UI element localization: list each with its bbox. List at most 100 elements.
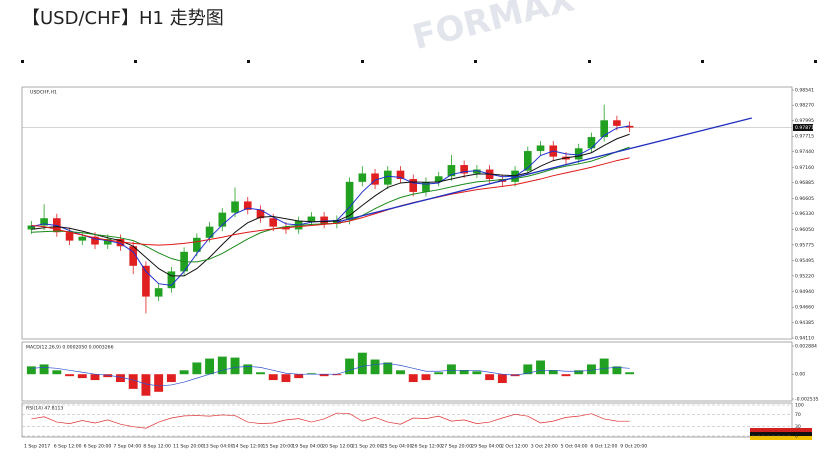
x-tick-label: 14 Sep 12:00 xyxy=(233,444,264,450)
candle-body xyxy=(91,236,99,245)
macd-bar xyxy=(599,358,609,375)
y-tick-label: 0.96330 xyxy=(795,211,814,217)
rsi-tick-label: 0 xyxy=(795,434,798,440)
candle-body xyxy=(243,201,252,210)
macd-bar xyxy=(357,352,367,375)
macd-bar xyxy=(256,372,265,375)
macd-bar xyxy=(497,374,507,384)
x-tick-label: 19 Sep 04:00 xyxy=(292,444,323,450)
candle-body xyxy=(523,151,532,171)
candle-body xyxy=(447,165,456,177)
candle-body xyxy=(473,169,481,174)
current-price-label: 0.97871 xyxy=(795,125,814,131)
candle-body xyxy=(307,216,316,222)
macd-bar xyxy=(39,364,49,375)
y-tick-label: 0.94940 xyxy=(795,289,814,295)
y-tick-label: 0.96050 xyxy=(795,227,814,233)
moving-average xyxy=(31,125,630,286)
macd-bar xyxy=(345,358,355,375)
candle-body xyxy=(65,232,74,241)
x-tick-label: 7 Sep 04:00 xyxy=(113,444,141,450)
trendline xyxy=(336,117,752,223)
candle-body xyxy=(383,170,392,185)
y-tick-label: 0.97995 xyxy=(795,118,814,124)
y-tick-label: 0.98270 xyxy=(795,103,814,109)
macd-bar xyxy=(230,357,240,375)
macd-bar xyxy=(166,374,176,383)
candle-body xyxy=(320,216,328,224)
candle-body xyxy=(434,176,443,182)
x-tick-label: 26 Sep 12:00 xyxy=(412,444,443,450)
macd-bar xyxy=(281,374,291,383)
macd-bar xyxy=(332,374,342,376)
rsi-frame xyxy=(21,402,793,438)
macd-bar xyxy=(536,360,545,375)
candle-body xyxy=(396,170,405,180)
macd-bar xyxy=(268,374,278,381)
candle-body xyxy=(587,137,596,149)
macd-bar xyxy=(77,374,87,379)
macd-bar xyxy=(459,370,469,375)
page-title: 【USD/CHF】H1 走势图 xyxy=(22,8,224,29)
rsi-label: RSI(14) 47.8113 xyxy=(26,406,63,412)
macd-bar xyxy=(294,374,304,379)
candle-body xyxy=(27,225,36,230)
x-tick-label: 29 Sep 04:00 xyxy=(471,444,502,450)
macd-bar xyxy=(446,364,456,375)
candle-body xyxy=(409,179,418,192)
moving-average xyxy=(31,157,630,246)
rsi-tick-label: 70 xyxy=(795,412,801,418)
candle-body xyxy=(193,237,201,252)
x-tick-label: 3 Oct 20:00 xyxy=(531,444,558,450)
macd-bar xyxy=(52,370,62,375)
candle-body xyxy=(142,265,150,297)
macd-bar xyxy=(192,362,202,375)
x-tick-label: 20 Sep 12:00 xyxy=(322,444,353,450)
x-tick-label: 1 Sep 2017 xyxy=(24,444,50,450)
candle-body xyxy=(78,236,87,241)
y-tick-label: 0.95775 xyxy=(795,242,814,248)
y-tick-label: 0.98541 xyxy=(795,88,814,94)
macd-bar xyxy=(421,374,431,381)
macd-frame xyxy=(21,341,793,402)
current-price-box xyxy=(793,123,813,131)
macd-bar xyxy=(141,374,151,396)
candle-body xyxy=(600,120,608,138)
y-tick-label: 0.95495 xyxy=(795,258,814,264)
rsi-line xyxy=(31,412,630,429)
candle-body xyxy=(205,226,214,238)
y-tick-label: 0.97440 xyxy=(795,149,814,155)
moving-average xyxy=(31,133,630,277)
macd-bar xyxy=(306,373,316,375)
macd-tick-label: 0.002884 xyxy=(795,344,817,350)
candle-body xyxy=(371,173,379,185)
chart-label: USDCHF,H1 xyxy=(30,90,57,96)
candle-body xyxy=(129,246,138,266)
candle-body xyxy=(422,181,430,192)
macd-bar xyxy=(472,371,482,375)
candle-body xyxy=(625,125,634,128)
x-tick-label: 9 Oct 20:00 xyxy=(620,444,647,450)
macd-bar xyxy=(523,364,533,375)
candle-body xyxy=(103,238,112,245)
candle-body xyxy=(154,288,163,297)
flags xyxy=(750,428,812,440)
candle-body xyxy=(345,181,354,220)
macd-bar xyxy=(205,358,215,375)
macd-bar xyxy=(434,372,444,375)
x-tick-label: 25 Sep 04:00 xyxy=(382,444,413,450)
macd-bar xyxy=(243,364,253,375)
macd-tick-label: -0.002535 xyxy=(795,397,819,403)
candle-body xyxy=(167,271,176,289)
macd-tick-label: 0.00 xyxy=(795,372,805,378)
x-tick-label: 8 Sep 12:00 xyxy=(143,444,171,450)
x-tick-label: 11 Sep 20:00 xyxy=(173,444,204,450)
candle-body xyxy=(116,238,125,247)
candle-body xyxy=(256,209,265,219)
macd-bar xyxy=(65,374,75,377)
macd-bar xyxy=(396,370,405,375)
marker-row xyxy=(21,60,817,63)
candle-body xyxy=(40,218,48,226)
macd-bar xyxy=(370,359,380,375)
main-frame xyxy=(21,86,793,340)
